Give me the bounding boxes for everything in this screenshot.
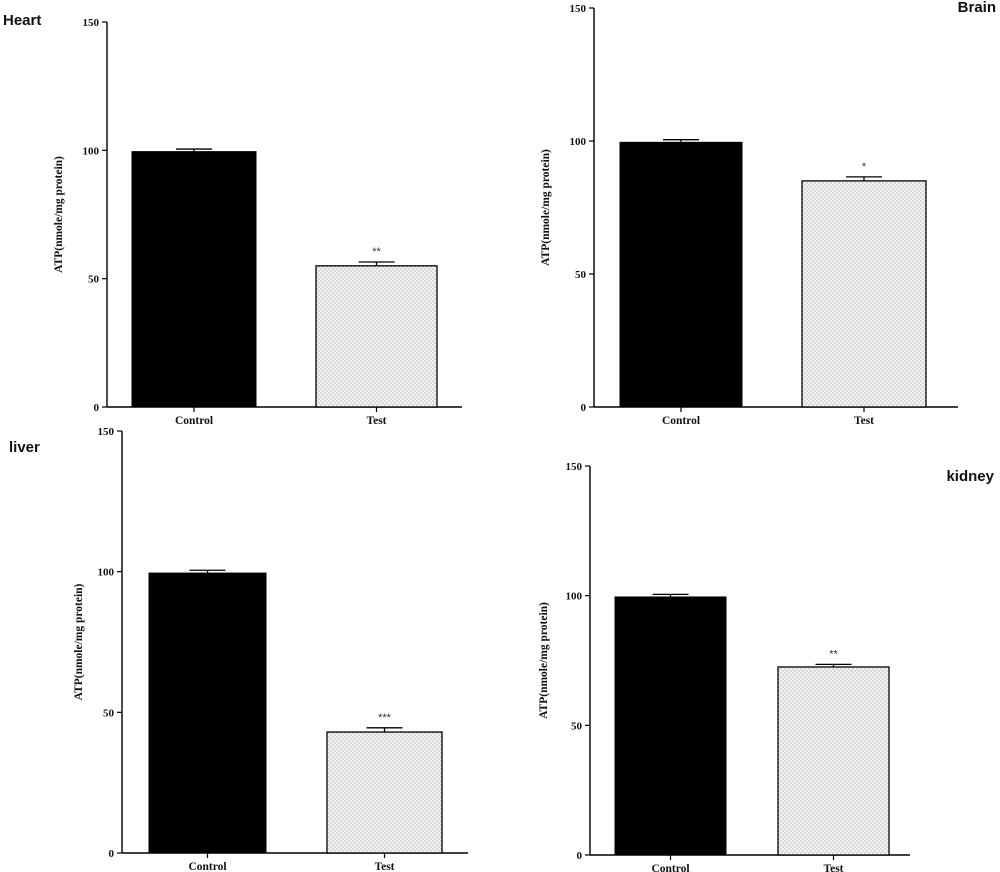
significance-label: *	[862, 161, 867, 173]
significance-label: **	[372, 246, 381, 258]
y-tick-label: 0	[109, 848, 115, 860]
bar-test	[326, 731, 443, 854]
y-tick-label: 0	[577, 850, 583, 862]
x-tick-label: Test	[374, 861, 394, 872]
chart-title: kidney	[946, 468, 994, 485]
y-tick-label: 100	[98, 567, 115, 579]
chart-title: Brain	[958, 0, 996, 16]
y-axis-title: ATP(nmole/mg protein)	[538, 602, 550, 719]
y-axis-title: ATP(nmole/mg protein)	[73, 583, 85, 700]
bar-control	[131, 151, 257, 408]
chart-panel-brain: Brain 0 50 100 150 ATP(nmole/mg protein) Contr…	[540, 0, 996, 427]
bar-test	[315, 265, 438, 408]
y-axis-title: ATP(nmole/mg protein)	[540, 149, 552, 266]
y-tick-label: 150	[570, 3, 587, 15]
y-tick-label: 100	[83, 145, 100, 157]
bar-control	[619, 141, 743, 408]
y-tick-label: 150	[83, 17, 100, 29]
x-tick-label: Test	[854, 415, 874, 427]
chart-panel-liver: liver 0 50 100 150 ATP(nmole/mg protein) Contr…	[9, 426, 468, 872]
y-tick-label: 0	[94, 402, 100, 414]
y-tick-label: 50	[575, 269, 587, 281]
chart-panel-heart: Heart 0 50 100 150 ATP(nmole/mg protein) Contr…	[3, 12, 462, 427]
y-tick-label: 50	[103, 707, 115, 719]
y-tick-label: 50	[88, 274, 100, 286]
bar-control	[614, 596, 727, 856]
x-tick-label: Control	[662, 415, 700, 427]
chart-title: Heart	[3, 12, 41, 29]
y-tick-label: 50	[571, 720, 583, 732]
bar-test	[801, 180, 927, 408]
chart-title: liver	[9, 439, 40, 456]
bar-control	[148, 572, 267, 854]
y-tick-label: 100	[566, 591, 583, 603]
x-tick-label: Control	[175, 415, 213, 427]
chart-panel-kidney: kidney 0 50 100 150 ATP(nmole/mg protein) Cont…	[538, 461, 995, 872]
x-tick-label: Test	[823, 863, 843, 872]
y-tick-label: 100	[570, 136, 587, 148]
y-tick-label: 150	[98, 426, 115, 438]
bar-test	[777, 666, 890, 856]
y-tick-label: 150	[566, 461, 583, 473]
y-tick-label: 0	[581, 402, 587, 414]
x-tick-label: Control	[651, 863, 689, 872]
significance-label: ***	[378, 712, 392, 724]
y-axis-title: ATP(nmole/mg protein)	[53, 156, 65, 273]
x-tick-label: Control	[188, 861, 226, 872]
significance-label: **	[829, 648, 838, 660]
x-tick-label: Test	[366, 415, 386, 427]
